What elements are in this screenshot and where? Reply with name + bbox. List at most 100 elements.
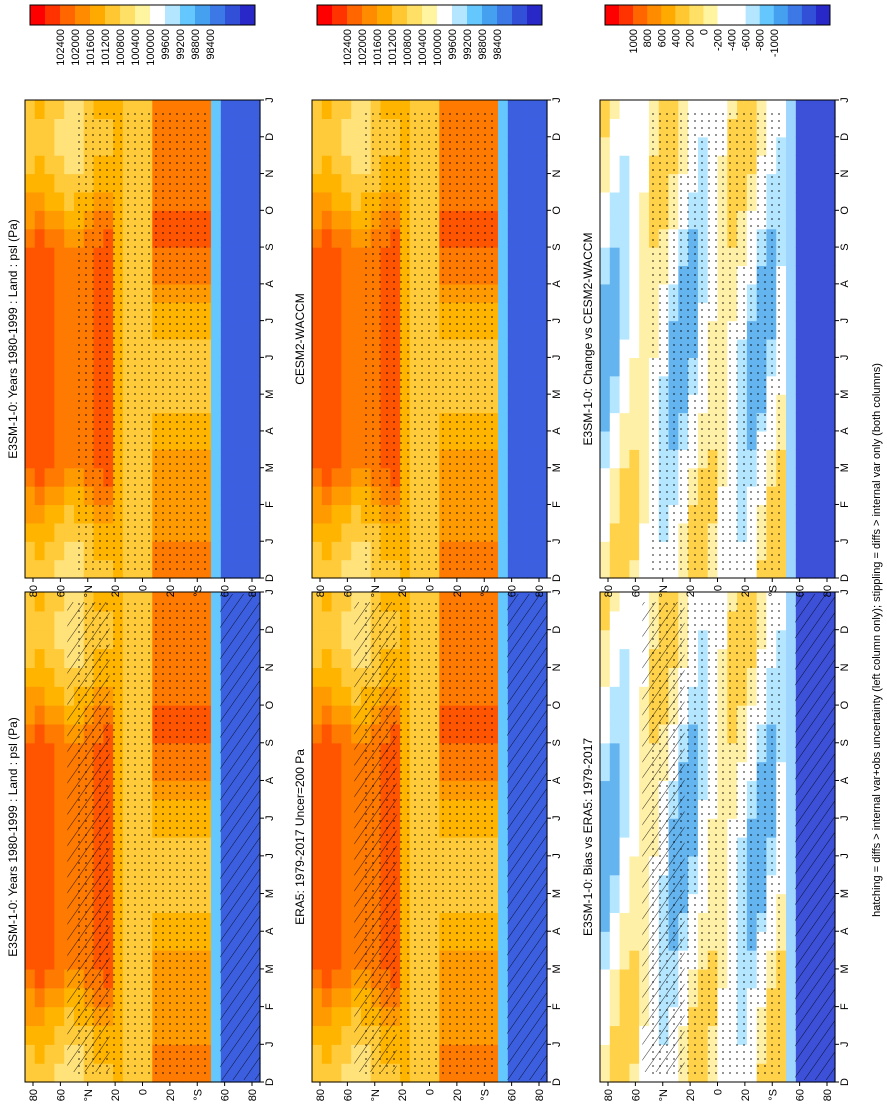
heat-cell (211, 486, 222, 506)
colorbar-label: 800 (642, 29, 654, 47)
month-label: S (264, 739, 276, 746)
colorbar-label: -1000 (769, 29, 781, 57)
heat-cell (211, 191, 222, 211)
month-label: O (551, 206, 563, 215)
heat-cell (321, 1063, 333, 1083)
heat-cell (25, 302, 36, 322)
heat-cell (786, 228, 797, 248)
heat-cell (527, 100, 538, 119)
heat-cell (619, 818, 630, 838)
heat-cell (341, 247, 352, 267)
heat-cell (488, 467, 499, 487)
heat-cell (312, 357, 323, 377)
heat-cell (825, 522, 836, 542)
heat-cell (517, 100, 529, 119)
heat-cell (44, 486, 55, 506)
heat-cell (321, 467, 333, 487)
heat-cell (230, 449, 242, 469)
heat-cell (201, 283, 212, 303)
heat-cell (351, 320, 362, 340)
heat-cell (54, 339, 65, 358)
heat-cell (498, 667, 509, 687)
heat-cell (609, 320, 621, 340)
heat-cell (331, 931, 342, 951)
heat-cell (201, 686, 212, 706)
heat-cell (488, 761, 499, 782)
heat-cell (250, 357, 261, 377)
heat-cell (341, 394, 352, 414)
heat-cell (44, 818, 55, 838)
heat-cell (312, 592, 323, 612)
heat-cell (230, 375, 242, 395)
heat-cell (341, 1006, 352, 1027)
heat-cell (776, 136, 787, 156)
heat-cell (351, 283, 362, 303)
heat-cell (312, 667, 323, 687)
heat-cell (25, 931, 36, 951)
heat-cell (609, 191, 621, 211)
heat-cell (54, 247, 65, 267)
heat-cell (220, 357, 232, 377)
heat-cell (786, 592, 797, 612)
lat-label: 60 (342, 1089, 354, 1101)
heat-cell (44, 780, 55, 800)
colorbar-label: 100400 (417, 29, 429, 66)
month-label: J (264, 815, 276, 821)
heat-cell (795, 357, 807, 377)
heat-cell (517, 155, 529, 175)
heat-cell (527, 283, 538, 303)
heat-cell (498, 799, 509, 819)
heat-cell (321, 1025, 333, 1045)
month-label: J (264, 853, 276, 859)
heat-cell (488, 874, 499, 895)
heat-cell (619, 893, 630, 913)
heat-cell (825, 430, 836, 450)
heat-cell (34, 394, 46, 414)
heat-cell (64, 1063, 75, 1083)
heat-cell (240, 100, 251, 119)
heat-cell (321, 247, 333, 267)
heat-cell (312, 1063, 323, 1083)
heat-cell (201, 912, 212, 932)
heat-cell (54, 1044, 65, 1064)
heat-cell (498, 467, 509, 487)
heat-cell (488, 893, 499, 913)
heat-cell (351, 191, 362, 211)
heat-cell (54, 855, 65, 876)
heat-cell (25, 742, 36, 763)
heat-cell (230, 100, 242, 119)
heat-cell (312, 1006, 323, 1027)
heat-cell (795, 320, 807, 340)
heat-cell (230, 136, 242, 156)
heat-cell (629, 1044, 640, 1064)
heat-cell (527, 394, 538, 414)
heat-cell (815, 247, 826, 267)
heat-cell (321, 191, 333, 211)
heat-cell (34, 818, 46, 838)
heat-cell (527, 467, 538, 487)
heat-cell (25, 100, 36, 119)
heat-cell (776, 705, 787, 725)
heat-cell (488, 1006, 499, 1027)
heat-cell (341, 667, 352, 687)
heat-cell (786, 629, 797, 650)
heat-cell (619, 1025, 630, 1045)
heat-cell (211, 893, 222, 913)
heat-cell (351, 118, 362, 138)
heat-cell (786, 357, 797, 377)
panel-col1-row2: ERA5: 1979-2017 Uncer=200 PaDJFMAMJJASON… (293, 503, 563, 1101)
heat-cell (609, 467, 621, 487)
heat-cell (64, 504, 75, 524)
heat-cell (54, 559, 65, 579)
heat-cell (341, 302, 352, 322)
heat-cell (488, 191, 499, 211)
heat-cell (331, 541, 342, 561)
heat-cell (331, 648, 342, 668)
heat-cell (321, 541, 333, 561)
heat-cell (25, 686, 36, 706)
heat-cell (488, 412, 499, 432)
heat-cell (44, 723, 55, 744)
heat-cell (34, 191, 46, 211)
colorbar-swatch (482, 5, 498, 25)
heat-cell (211, 874, 222, 895)
